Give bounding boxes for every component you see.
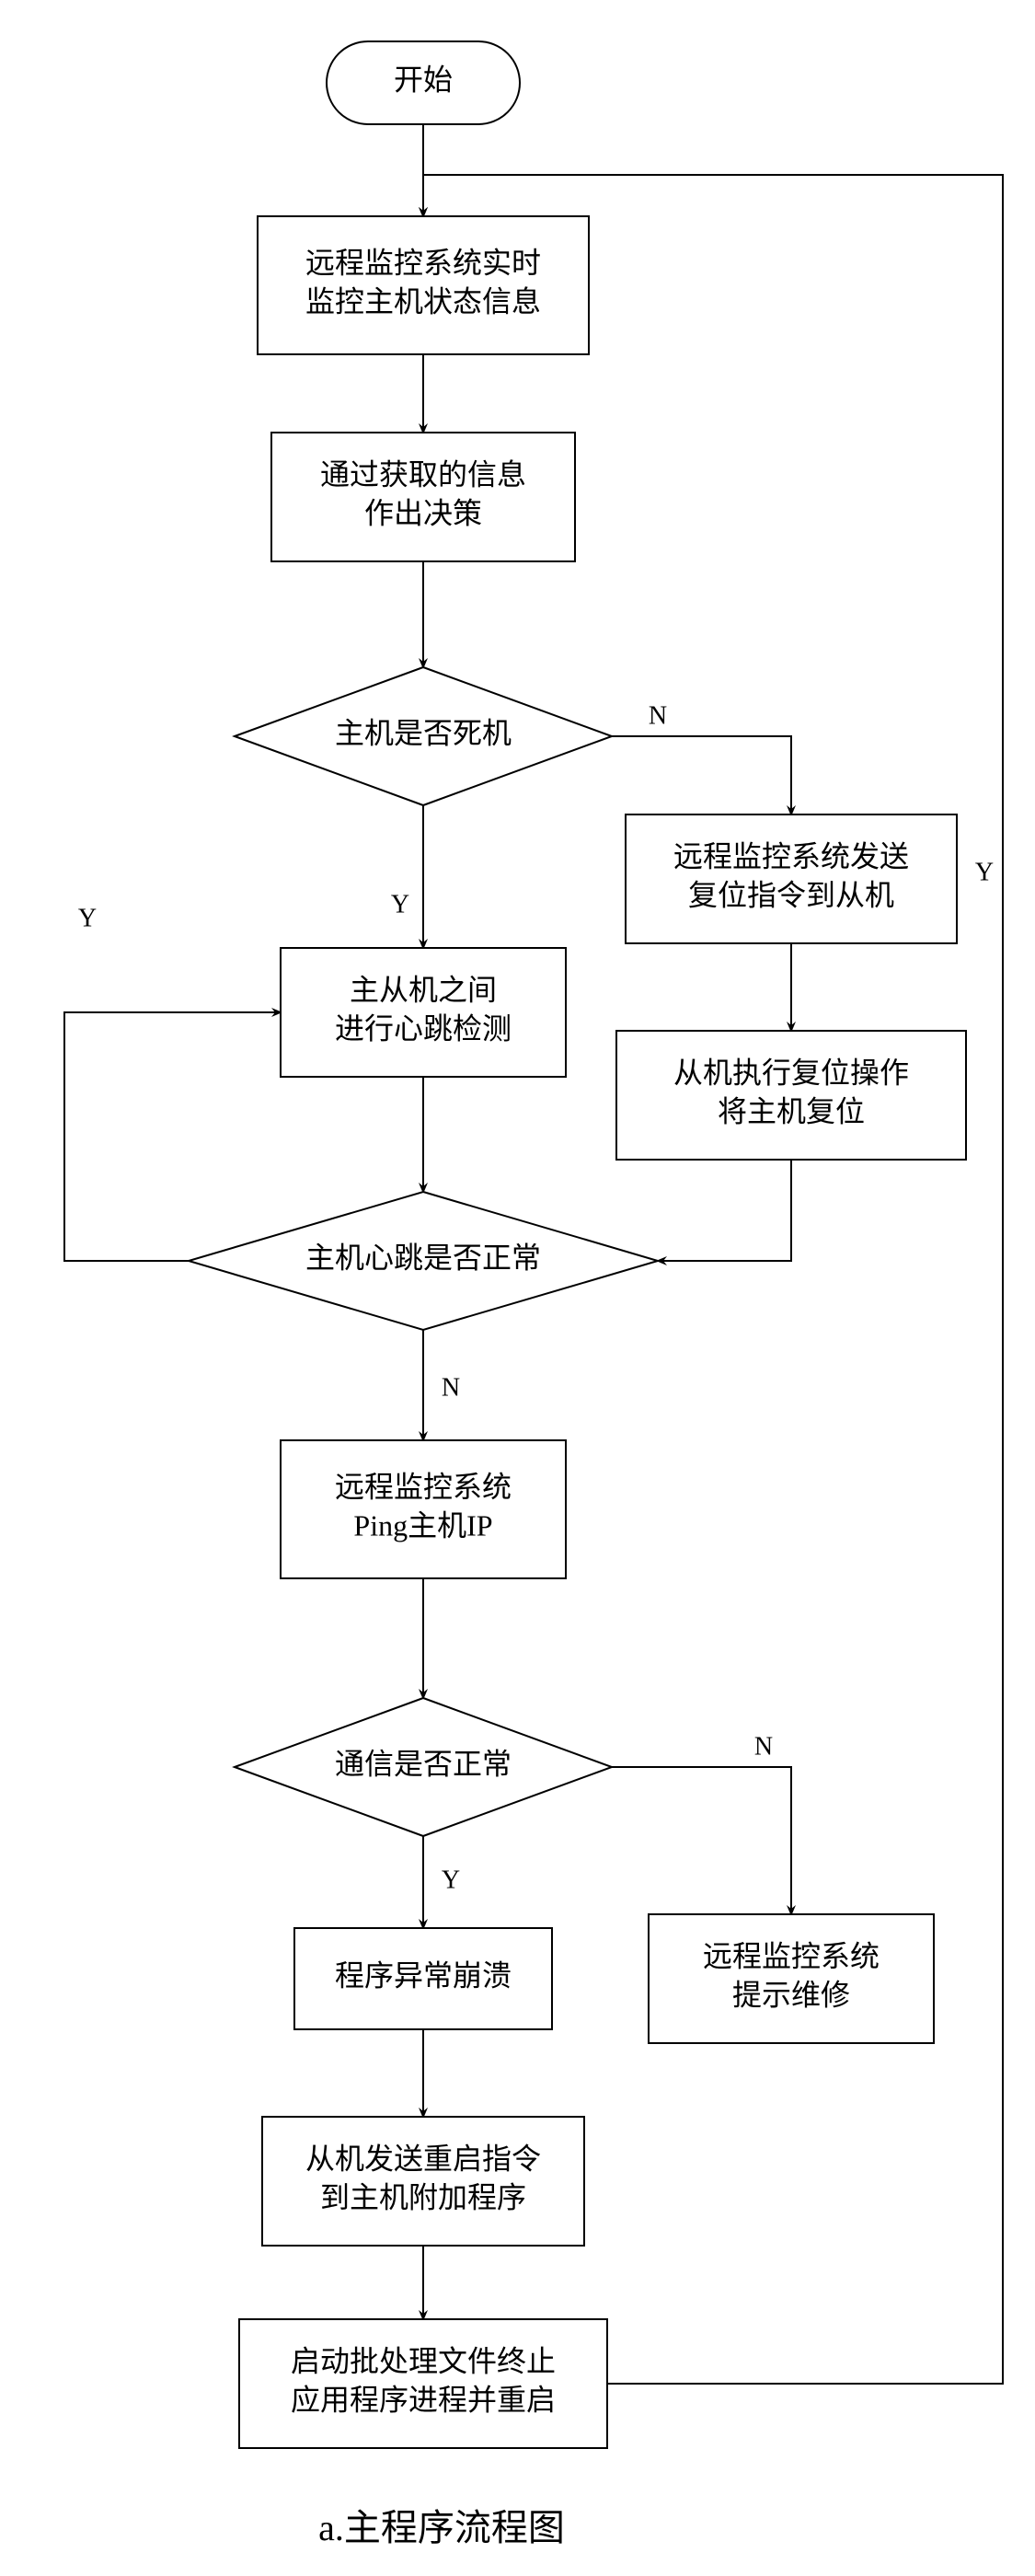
edge-8: [64, 1012, 281, 1261]
node-n10-label: 启动批处理文件终止: [291, 2344, 556, 2377]
node-n5-label: 将主机复位: [718, 1094, 865, 1127]
node-n4-label: 复位指令到从机: [688, 878, 894, 911]
edge-6: [658, 1160, 791, 1261]
node-d3-label: 通信是否正常: [335, 1747, 512, 1780]
node-n8-label: 远程监控系统: [703, 1939, 880, 1972]
node-n10-label: 应用程序进程并重启: [291, 2383, 556, 2416]
node-n7-label: 程序异常崩溃: [335, 1958, 512, 1992]
node-n3-label: 主从机之间: [350, 973, 497, 1006]
node-n5-label: 从机执行复位操作: [673, 1056, 909, 1089]
node-n9-label: 到主机附加程序: [320, 2180, 526, 2213]
node-n2-label: 作出决策: [364, 496, 482, 529]
node-n1-label: 监控主机状态信息: [305, 284, 541, 318]
node-d1-label: 主机是否死机: [335, 716, 512, 749]
flowchart-svg: YNYNYNY 开始远程监控系统实时监控主机状态信息通过获取的信息作出决策主机是…: [0, 0, 1035, 2576]
node-d1: 主机是否死机: [235, 667, 612, 805]
edge-12-label: N: [754, 1732, 773, 1761]
edge-11-label: Y: [442, 1866, 460, 1894]
node-n8-label: 提示维修: [732, 1978, 850, 2011]
node-n2-label: 通过获取的信息: [320, 457, 526, 491]
nodes-layer: 开始远程监控系统实时监控主机状态信息通过获取的信息作出决策主机是否死机主从机之间…: [189, 41, 966, 2448]
node-n6-label: 远程监控系统: [335, 1470, 512, 1503]
node-n9-label: 从机发送重启指令: [305, 2142, 541, 2175]
edge-4-label: N: [649, 701, 667, 730]
edge-15-label: Y: [975, 858, 994, 886]
node-n4: 远程监控系统发送复位指令到从机: [626, 814, 957, 943]
node-n2: 通过获取的信息作出决策: [271, 433, 575, 561]
node-d2-label: 主机心跳是否正常: [305, 1241, 541, 1274]
node-d2: 主机心跳是否正常: [189, 1192, 658, 1330]
node-n9: 从机发送重启指令到主机附加程序: [262, 2117, 584, 2246]
node-n6: 远程监控系统 Ping主机IP: [281, 1440, 566, 1578]
edge-4: [612, 736, 791, 814]
node-start: 开始: [327, 41, 520, 124]
node-n7: 程序异常崩溃: [294, 1928, 552, 2029]
node-n3: 主从机之间进行心跳检测: [281, 948, 566, 1077]
edge-3-label: Y: [391, 890, 409, 918]
node-n1-label: 远程监控系统实时: [305, 246, 541, 279]
node-n1: 远程监控系统实时监控主机状态信息: [258, 216, 589, 354]
edge-12: [612, 1767, 791, 1914]
node-n8: 远程监控系统提示维修: [649, 1914, 934, 2043]
edge-8-label: Y: [78, 904, 97, 932]
node-n6-label: Ping主机IP: [353, 1508, 492, 1542]
node-start-label: 开始: [394, 63, 453, 96]
node-n5: 从机执行复位操作将主机复位: [616, 1031, 966, 1160]
edge-9-label: N: [442, 1373, 460, 1402]
caption: a.主程序流程图: [318, 2507, 565, 2548]
node-n4-label: 远程监控系统发送: [673, 839, 909, 872]
node-n10: 启动批处理文件终止应用程序进程并重启: [239, 2319, 607, 2448]
node-n3-label: 进行心跳检测: [335, 1011, 512, 1045]
node-d3: 通信是否正常: [235, 1698, 612, 1836]
